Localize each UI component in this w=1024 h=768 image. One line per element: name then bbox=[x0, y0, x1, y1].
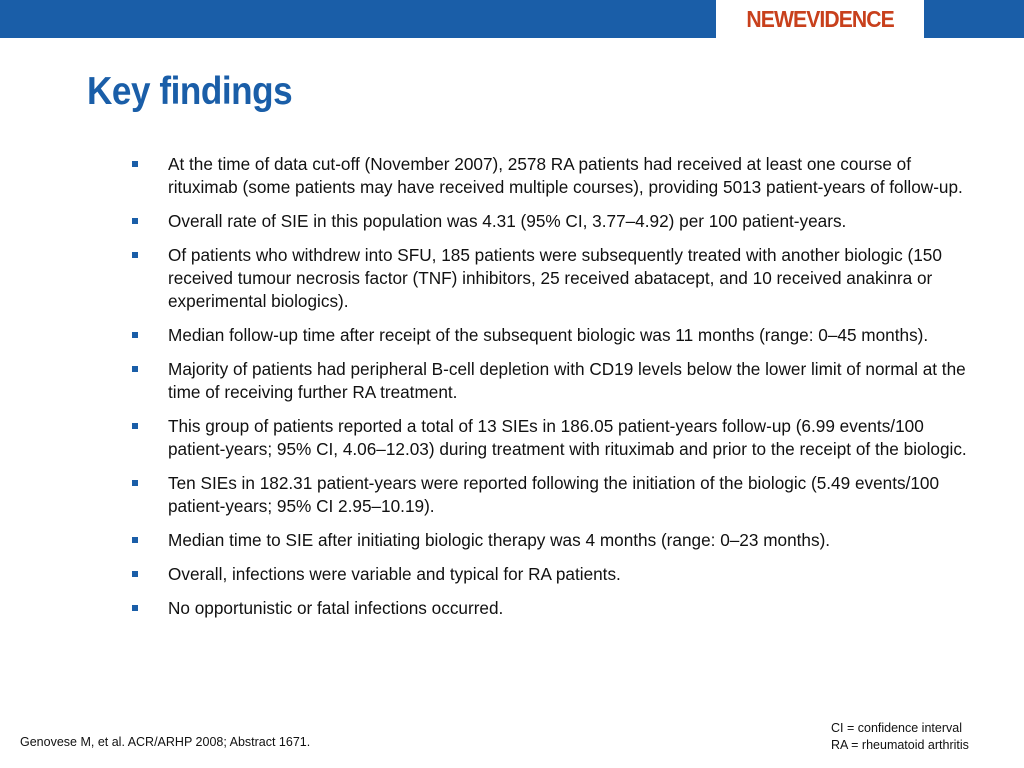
logo: NEWEVIDENCE bbox=[716, 0, 924, 38]
header-bar: NEWEVIDENCE bbox=[0, 0, 1024, 38]
reference-citation: Genovese M, et al. ACR/ARHP 2008; Abstra… bbox=[20, 735, 311, 749]
slide-title: Key findings bbox=[87, 70, 293, 113]
abbreviation-ra: RA = rheumatoid arthritis bbox=[831, 738, 969, 752]
finding-item: Ten SIEs in 182.31 patient-years were re… bbox=[130, 472, 980, 518]
finding-item: Of patients who withdrew into SFU, 185 p… bbox=[130, 244, 980, 313]
abbreviations: CI = confidence interval RA = rheumatoid… bbox=[831, 720, 969, 754]
abbreviation-ci: CI = confidence interval bbox=[831, 721, 962, 735]
finding-item: Overall, infections were variable and ty… bbox=[130, 563, 980, 586]
finding-item: Overall rate of SIE in this population w… bbox=[130, 210, 980, 233]
logo-text: NEWEVIDENCE bbox=[746, 5, 894, 32]
finding-item: Majority of patients had peripheral B-ce… bbox=[130, 358, 980, 404]
findings-list: At the time of data cut-off (November 20… bbox=[130, 153, 980, 631]
finding-item: At the time of data cut-off (November 20… bbox=[130, 153, 980, 199]
finding-item: Median time to SIE after initiating biol… bbox=[130, 529, 980, 552]
finding-item: No opportunistic or fatal infections occ… bbox=[130, 597, 980, 620]
finding-item: This group of patients reported a total … bbox=[130, 415, 980, 461]
finding-item: Median follow-up time after receipt of t… bbox=[130, 324, 980, 347]
